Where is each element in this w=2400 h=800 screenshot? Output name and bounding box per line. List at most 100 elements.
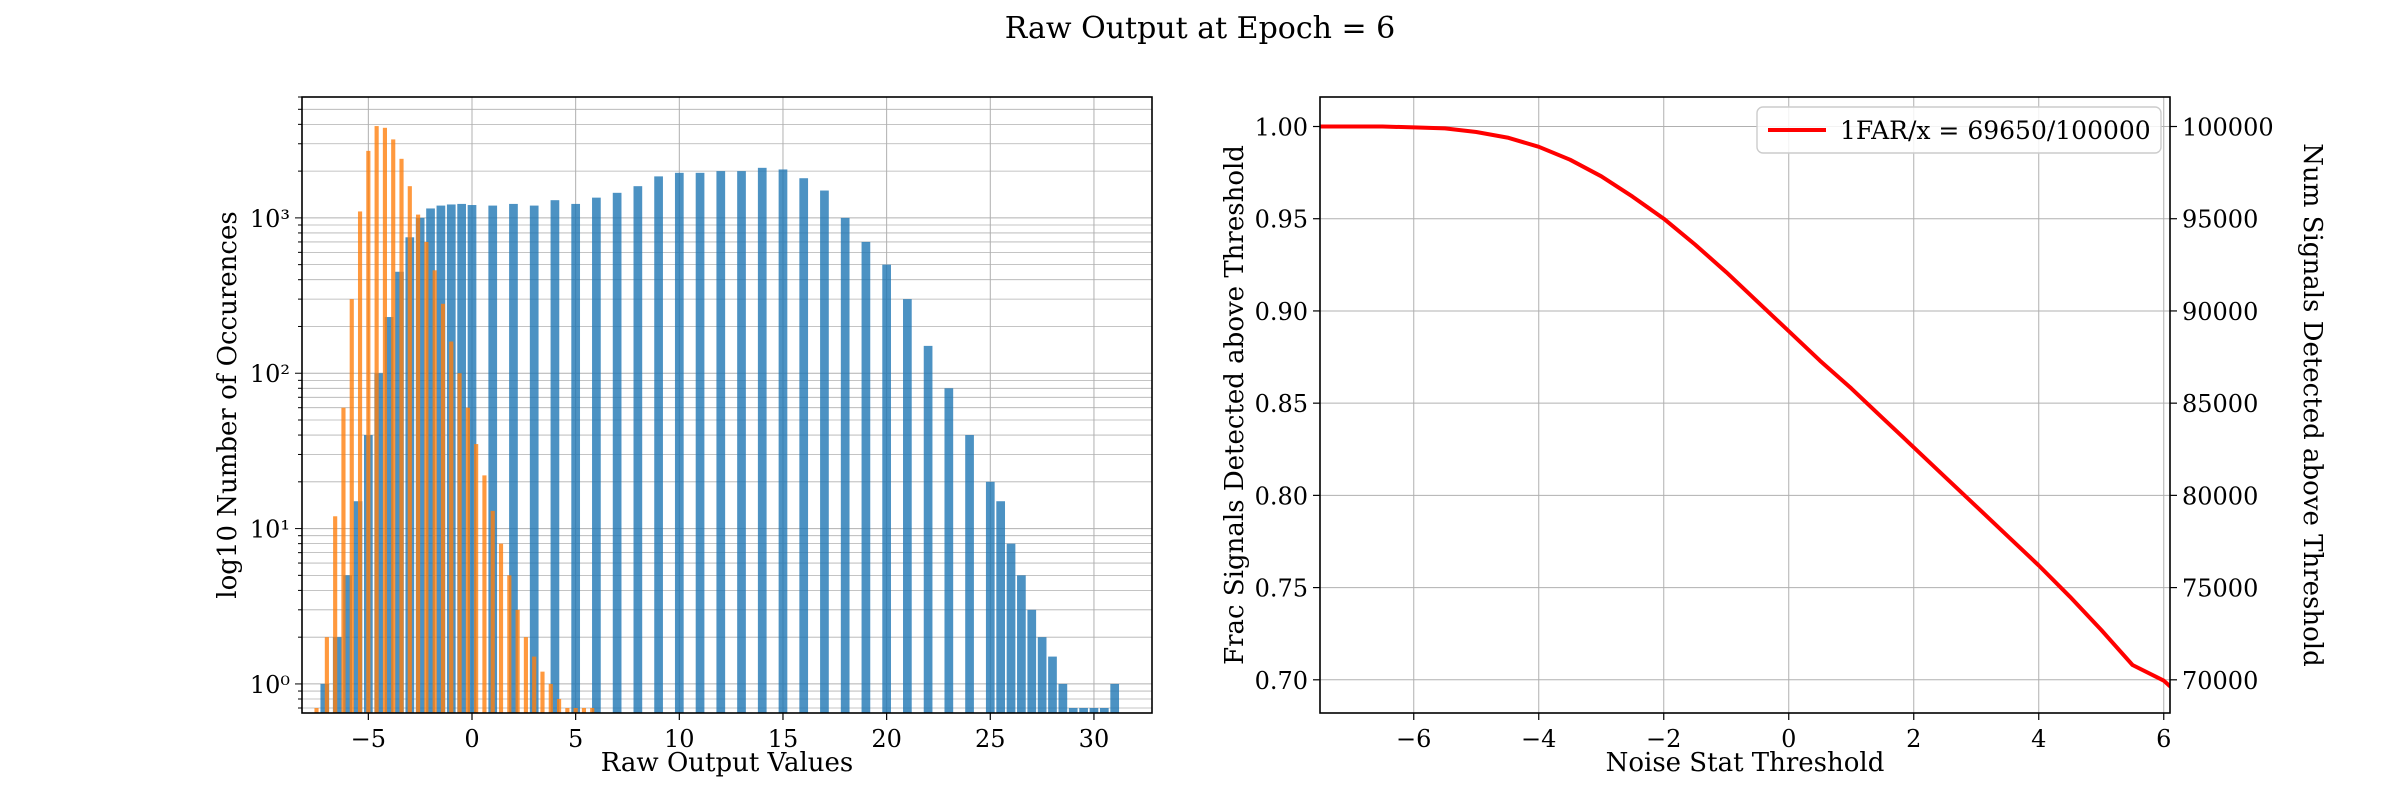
histogram-bar [529,205,539,713]
histogram-bar [882,264,891,713]
histogram-bar [996,501,1006,713]
histogram-bar [695,172,705,713]
histogram-bar [1006,543,1016,713]
histogram-bar [357,211,363,713]
histogram-bar [457,373,462,713]
histogram-bar [548,683,553,713]
histogram-bar [1017,575,1026,713]
threshold-plot-frame [1319,96,2171,714]
histogram-bar [507,575,512,713]
histogram-bar [1027,609,1037,713]
histogram-bar [324,637,329,713]
threshold-x-tick-label: −4 [1521,725,1556,753]
histogram-bar [590,708,595,713]
histogram-bar [343,575,352,713]
histogram-bar [612,192,622,713]
histogram-bar [840,217,850,713]
histogram-bar [1079,708,1088,713]
threshold-y2-tick-label: 95000 [2182,206,2258,234]
histogram-bar [436,205,446,713]
threshold-x-tick-label: −6 [1396,725,1431,753]
legend-entry: 1FAR/x = 69650/100000 [1840,116,2151,145]
histogram-bar [540,671,545,713]
threshold-y-axis-label: Frac Signals Detected above Threshold [1220,145,1250,665]
histogram-bar [1089,708,1099,713]
histogram-bar [757,167,767,713]
histogram-bar [416,214,421,713]
histogram-bar [457,203,466,713]
histogram-bar [944,388,954,713]
histogram-bar [382,127,387,713]
histogram-y-axis-label: log10 Number of Occurences [213,211,243,598]
threshold-series-line [1320,124,2170,689]
histogram-bar [341,407,346,713]
histogram-bar [474,444,479,713]
threshold-y2-axis-label: Num Signals Detected above Threshold [2297,143,2327,666]
histogram-bar [1037,637,1047,713]
histogram-bar [509,203,518,713]
legend-box [1756,106,2162,154]
histogram-bar [550,200,560,713]
histogram-bar [1110,683,1120,713]
histogram-y-tick-label: 10¹ [250,516,290,544]
threshold-y2-tick-label: 85000 [2182,390,2258,418]
histogram-bar [861,241,871,713]
histogram-bar [1048,656,1057,713]
threshold-x-tick-label: −2 [1646,725,1681,753]
threshold-y2-tick-label: 70000 [2182,667,2258,695]
histogram-bar [482,475,487,713]
threshold-y2-tick-label: 80000 [2182,482,2258,510]
histogram-bar [515,609,520,713]
threshold-x-tick-label: 2 [1906,725,1921,753]
threshold-panel: −6 −4 −2 0 2 4 6 0.70 0.75 0.80 0.85 0.90 0.95 1.00 70… [1220,96,2327,778]
histogram-bar [374,373,384,713]
histogram-x-tick-label: 0 [464,725,479,753]
histogram-bar [965,435,974,713]
threshold-line-layer [1320,124,2170,689]
histogram-bar [1068,708,1078,713]
histogram-bar [465,407,470,713]
histogram-bar [1099,708,1109,713]
histogram-bar [440,303,446,713]
threshold-grid [1320,97,2170,713]
histogram-bar [903,299,912,713]
histogram-bar [581,708,587,713]
histogram-bar [523,637,528,713]
histogram-plot-frame [301,96,1153,714]
threshold-y-tick-label: 0.80 [1255,482,1308,510]
histogram-bar [399,158,404,713]
histogram-bar [424,241,429,713]
histogram-x-tick-label: 10 [664,725,695,753]
threshold-x-tick-label: 4 [2031,725,2046,753]
threshold-y-tick-label: 0.70 [1255,667,1308,695]
threshold-x-tick-label: 0 [1781,725,1796,753]
histogram-x-tick-label: 15 [768,725,799,753]
histogram-x-axis-label: Raw Output Values [601,748,853,778]
histogram-bar [374,126,379,713]
histogram-bar [674,172,684,713]
histogram-bar [820,190,829,713]
histogram-bar [384,317,394,713]
figure-title: Raw Output at Epoch = 6 [1005,11,1396,46]
threshold-x-axis-label: Noise Stat Threshold [1606,748,1885,778]
histogram-y-tick-label: 10² [250,360,290,388]
histogram-bars [314,126,1120,713]
threshold-y-tick-label: 0.75 [1255,575,1308,603]
histogram-bar [426,208,435,713]
threshold-y-tick-label: 1.00 [1255,114,1308,142]
histogram-bar [488,205,498,713]
histogram-ticks: −5 0 5 10 15 20 25 30 10⁰ 10¹ 10² 10³ [250,96,1109,753]
histogram-bar [565,708,570,713]
histogram-x-tick-label: 5 [568,725,583,753]
histogram-bar [573,708,578,713]
histogram-x-tick-label: −5 [351,725,386,753]
histogram-bar [490,510,495,713]
histogram-bar [985,481,995,713]
histogram-panel: −5 0 5 10 15 20 25 30 10⁰ 10¹ 10² 10³ Raw Output Va… [213,96,1153,778]
threshold-ticks: −6 −4 −2 0 2 4 6 0.70 0.75 0.80 0.85 0.90 0.95 1.00 70… [1255,114,2274,753]
histogram-bar [391,139,396,713]
histogram-bar [467,205,477,713]
threshold-y-tick-label: 0.85 [1255,390,1308,418]
histogram-bar [349,299,354,713]
